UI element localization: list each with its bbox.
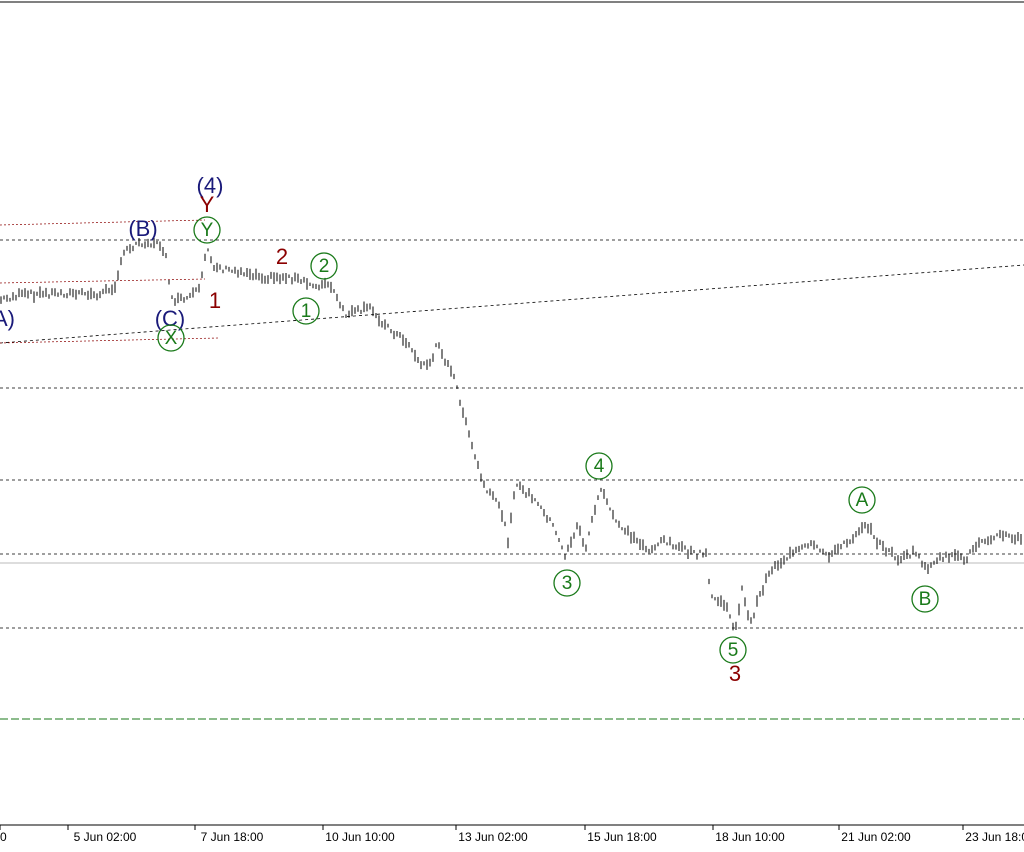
label-circle (585, 452, 613, 480)
levels (0, 239, 1024, 629)
x-tick-label: 5 Jun 02:00 (74, 830, 137, 844)
x-tick-label: 13 Jun 02:00 (458, 830, 528, 844)
label-circle (848, 486, 876, 514)
x-tick-label: 10 Jun 10:00 (325, 830, 395, 844)
wave-label: Y (200, 192, 215, 217)
wave-label: 5 (728, 640, 739, 661)
wave-label: A) (0, 306, 15, 331)
wave-label: 3 (729, 661, 741, 686)
wave-label: B (919, 589, 932, 610)
wave-label: 1 (209, 288, 221, 313)
x-tick-label: 18 Jun 10:00 (715, 830, 785, 844)
wave-label: 3 (562, 573, 573, 594)
wave-label: 2 (319, 256, 330, 277)
label-circle (292, 297, 320, 325)
wave-label: 1 (301, 301, 312, 322)
label-circle (157, 324, 185, 352)
wave-label: 4 (594, 456, 605, 477)
label-circle (719, 636, 747, 664)
circled-labels: Y X 1 2 3 4 5 A B (157, 216, 939, 664)
x-tick-label: 21 Jun 02:00 (841, 830, 911, 844)
wave-label: X (165, 328, 178, 349)
wave-label: (4) (197, 173, 224, 198)
x-tick-label: 23 Jun 18:00 (965, 830, 1024, 844)
label-circle (553, 569, 581, 597)
wave-label: (C) (155, 306, 186, 331)
label-circle (310, 252, 338, 280)
label-circle (911, 585, 939, 613)
x-tick-label: 7 Jun 18:00 (201, 830, 264, 844)
wave-label: Y (201, 220, 214, 241)
label-circle (193, 216, 221, 244)
wave-label: (B) (128, 216, 157, 241)
x-axis-labels: 00 5 Jun 02:00 7 Jun 18:00 10 Jun 10:00 13 J… (0, 825, 1024, 844)
x-tick-label: 15 Jun 18:00 (587, 830, 657, 844)
price-bars (0, 237, 1022, 631)
x-tick-label: 00 (0, 830, 7, 844)
channel (0, 219, 219, 344)
wave-label: 2 (276, 244, 288, 269)
wave-label: A (856, 490, 869, 511)
